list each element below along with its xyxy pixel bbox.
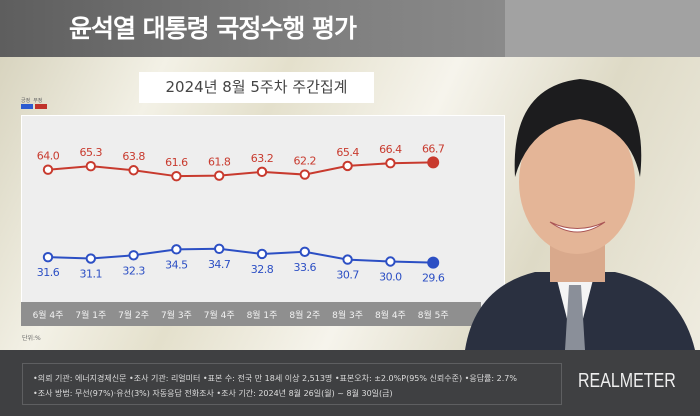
data-label-positive: 30.0 <box>379 271 402 284</box>
survey-info-line-1: •의뢰 기관: 에너지경제신문 •조사 기관: 리얼미터 •표본 수: 전국 만… <box>33 374 517 383</box>
legend: 긍정 부정 <box>21 97 49 111</box>
data-point-negative <box>385 158 396 169</box>
data-label-negative: 61.6 <box>165 156 188 169</box>
unit-label: 단위:% <box>22 335 41 342</box>
data-label-negative: 65.3 <box>80 146 103 159</box>
x-tick-label: 8월 5주 <box>418 309 449 321</box>
data-point-negative <box>128 165 139 176</box>
x-tick-label: 7월 2주 <box>118 309 149 321</box>
president-photo <box>445 57 700 350</box>
data-label-negative: 62.2 <box>294 155 317 168</box>
data-point-positive <box>427 256 440 269</box>
data-label-negative: 65.4 <box>336 146 359 159</box>
data-point-positive <box>85 253 97 264</box>
realmeter-logo: REALMETER <box>578 370 676 392</box>
data-label-positive: 31.1 <box>80 268 103 281</box>
series-line-positive <box>47 247 434 264</box>
x-tick-label: 8월 4주 <box>375 309 406 321</box>
data-label-negative: 64.0 <box>37 150 60 163</box>
data-point-negative <box>256 166 268 178</box>
data-point-positive <box>171 244 182 255</box>
data-point-positive <box>128 250 139 261</box>
legend-label-positive: 긍정 <box>21 98 31 104</box>
data-label-negative: 66.4 <box>379 143 402 156</box>
subtitle-box: 2024년 8월 5주차 주간집계 <box>139 72 374 103</box>
title-bar-right <box>505 0 700 57</box>
data-point-positive <box>256 248 268 260</box>
data-label-positive: 34.7 <box>208 258 231 271</box>
data-point-negative <box>342 160 353 172</box>
data-label-positive: 33.6 <box>294 261 317 274</box>
data-label-positive: 32.8 <box>251 263 274 276</box>
legend-swatch-negative <box>35 104 47 109</box>
data-point-negative <box>299 169 310 180</box>
data-label-negative: 61.8 <box>208 156 231 169</box>
data-point-negative <box>85 160 97 172</box>
data-point-negative <box>42 164 54 175</box>
title-bar <box>0 0 505 57</box>
x-tick-label: 8월 3주 <box>332 309 363 321</box>
data-point-negative <box>427 156 440 169</box>
x-tick-label: 6월 4주 <box>33 309 64 321</box>
data-point-positive <box>342 254 353 265</box>
data-point-positive <box>214 243 225 255</box>
survey-info-line-2: •조사 방법: 무선(97%)·유선(3%) 자동응답 전화조사 •조사 기간:… <box>33 389 393 398</box>
data-label-positive: 34.5 <box>165 258 188 271</box>
footer: •의뢰 기관: 에너지경제신문 •조사 기관: 리얼미터 •표본 수: 전국 만… <box>0 350 700 416</box>
legend-swatch-positive <box>21 104 33 109</box>
x-tick-label: 8월 1주 <box>247 309 278 321</box>
line-chart: 6월 4주 7월 1주 7월 2주 7월 3주 7월 4주 8월 1주 8월 2주 8월 3주… <box>33 142 449 321</box>
x-axis-bar <box>21 302 481 326</box>
data-label-positive: 30.7 <box>336 269 359 282</box>
data-point-negative <box>171 170 182 182</box>
data-label-negative: 66.7 <box>422 142 445 155</box>
x-tick-label: 7월 4주 <box>204 309 235 321</box>
data-point-positive <box>42 251 54 263</box>
data-point-positive <box>385 256 396 267</box>
data-point-negative <box>214 170 225 181</box>
data-label-negative: 63.8 <box>122 150 145 163</box>
page-title: 윤석열 대통령 국정수행 평가 <box>68 14 357 43</box>
x-tick-label: 7월 1주 <box>75 309 106 321</box>
data-label-positive: 31.6 <box>37 266 60 279</box>
data-point-positive <box>299 246 310 257</box>
series-line-negative <box>47 161 434 178</box>
data-label-negative: 63.2 <box>251 152 274 165</box>
data-label-positive: 29.6 <box>422 272 445 285</box>
data-label-positive: 32.3 <box>122 264 145 277</box>
legend-label-negative: 부정 <box>33 98 43 104</box>
x-tick-label: 7월 3주 <box>161 309 192 321</box>
survey-info-box: •의뢰 기관: 에너지경제신문 •조사 기관: 리얼미터 •표본 수: 전국 만… <box>22 363 562 405</box>
x-tick-label: 8월 2주 <box>289 309 320 321</box>
chart-panel <box>21 115 505 325</box>
